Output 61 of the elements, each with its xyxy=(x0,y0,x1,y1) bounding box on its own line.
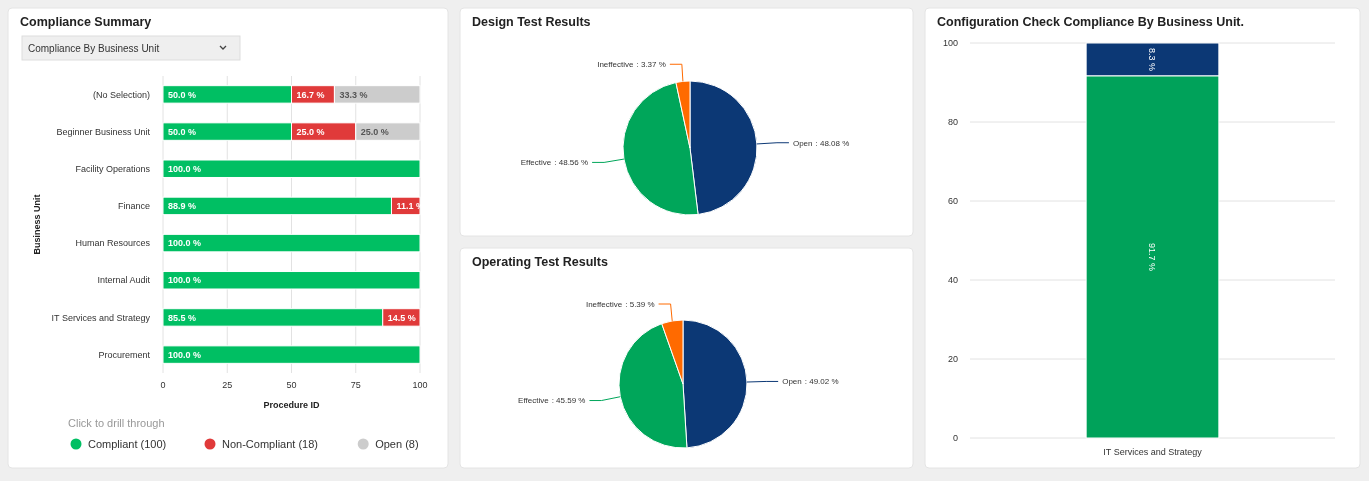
slice-label: Ineffective xyxy=(597,60,635,70)
y-tick-label: Finance xyxy=(117,201,150,212)
data-label: : 48.08 % xyxy=(815,138,850,148)
x-tick-label: 75 xyxy=(350,380,361,390)
chart-title: Design Test Results xyxy=(472,15,591,29)
data-label: 33.3 % xyxy=(339,89,368,100)
data-label: 8.3 % xyxy=(1147,47,1158,71)
data-label: : 45.59 % xyxy=(551,396,586,406)
legend-label: Open (8) xyxy=(375,437,419,450)
y-tick-label: Facility Operations xyxy=(75,163,151,174)
x-tick-label: 100 xyxy=(412,380,428,390)
y-tick-label: 0 xyxy=(952,433,958,444)
bar xyxy=(162,271,421,290)
y-tick-label: 100 xyxy=(942,38,958,49)
x-axis-title: Procedure ID xyxy=(263,400,320,410)
data-label: 25.0 % xyxy=(360,126,389,137)
y-tick-label: IT Services and Strategy xyxy=(51,312,151,323)
data-label: 100.0 % xyxy=(168,275,202,286)
data-label: 100.0 % xyxy=(168,349,202,360)
slice-label: Ineffective xyxy=(585,299,623,309)
y-tick-label: Procurement xyxy=(98,349,151,360)
data-label: : 3.37 % xyxy=(636,60,666,70)
y-tick-label: Internal Audit xyxy=(97,275,151,286)
bar xyxy=(162,233,421,253)
y-tick-label: (No Selection) xyxy=(92,89,150,100)
data-label: 85.5 % xyxy=(168,312,197,323)
data-label: 25.0 % xyxy=(296,126,325,137)
x-tick-label: 50 xyxy=(286,380,297,390)
y-axis-title: Business Unit xyxy=(32,194,42,255)
y-tick-label: 60 xyxy=(947,196,958,207)
data-label: 50.0 % xyxy=(168,89,197,100)
chart-title: Configuration Check Compliance By Business Unit. xyxy=(937,15,1244,29)
y-tick-label: Human Resources xyxy=(75,238,151,249)
data-label: 50.0 % xyxy=(168,126,197,137)
y-tick-label: 40 xyxy=(947,275,958,286)
slice-label: Open xyxy=(792,138,813,148)
slice-label: Effective xyxy=(518,396,550,406)
chart-title: Operating Test Results xyxy=(472,255,608,269)
data-label: 100.0 % xyxy=(168,163,202,174)
slice-label: Effective xyxy=(520,158,552,168)
legend-label: Compliant (100) xyxy=(88,437,167,450)
bar xyxy=(162,345,421,364)
y-tick-label: 80 xyxy=(947,117,958,128)
data-label: 100.0 % xyxy=(168,238,202,249)
data-label: 91.7 % xyxy=(1147,242,1158,271)
x-tick-label: 25 xyxy=(222,380,233,390)
data-label: : 49.02 % xyxy=(804,377,839,387)
y-tick-label: 20 xyxy=(947,354,958,365)
data-label: 14.5 % xyxy=(387,312,416,323)
legend-title: Click to drill through xyxy=(68,417,165,429)
data-label: : 5.39 % xyxy=(625,299,655,309)
bar xyxy=(162,159,421,178)
legend-label: Non-Compliant (18) xyxy=(222,437,318,450)
data-label: : 48.56 % xyxy=(554,158,589,168)
data-label: 16.7 % xyxy=(296,89,325,100)
chart-subtitle: Compliance By Business Unit xyxy=(28,42,160,54)
x-tick-label: 0 xyxy=(160,380,166,390)
y-tick-label: Beginner Business Unit xyxy=(56,126,151,137)
chart-title: Compliance Summary xyxy=(20,15,152,29)
slice-label: Open xyxy=(782,377,802,387)
data-label: 88.9 % xyxy=(168,201,197,212)
